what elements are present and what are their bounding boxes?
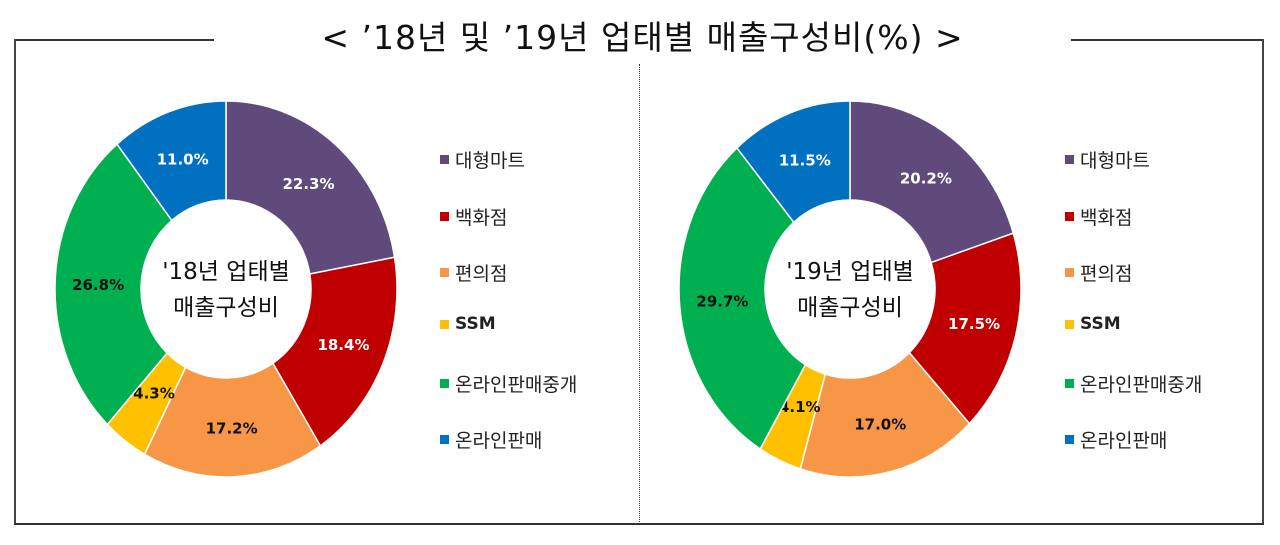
legend-swatch-icon (440, 155, 449, 164)
legend-item-ssm: SSM (1065, 314, 1121, 334)
center-title-2019-line2: 매출구성비 (797, 295, 903, 321)
page-title: < ’18년 및 ’19년 업태별 매출구성비(%) > (321, 18, 964, 57)
legend-item-online-marketplace: 온라인판매중개 (1065, 370, 1202, 397)
legend-swatch-icon (1065, 155, 1074, 164)
legend-item-hypermarket: 대형마트 (1065, 146, 1150, 173)
frame-left-line (14, 39, 16, 525)
slice-value-label: 11.5% (779, 151, 831, 169)
slice-value-label: 4.1% (779, 398, 821, 416)
donut-slice (908, 232, 1022, 425)
legend-swatch-icon (440, 435, 449, 444)
slice-value-label: 26.8% (72, 276, 124, 294)
donut-slice (116, 100, 227, 222)
donut-slice (54, 143, 173, 426)
legend-item-online-marketplace: 온라인판매중개 (440, 370, 577, 397)
donut-slice (849, 100, 1015, 264)
center-title-2019-line1: '19년 업태별 (786, 259, 914, 285)
panel-divider (639, 64, 640, 524)
legend-swatch-icon (440, 268, 449, 277)
slice-value-label: 18.4% (317, 336, 369, 354)
slice-value-label: 4.3% (133, 385, 175, 403)
slice-value-label: 22.3% (282, 175, 334, 193)
legend-swatch-icon (440, 212, 449, 221)
legend-swatch-icon (440, 379, 449, 388)
center-title-2018-line2: 매출구성비 (173, 295, 279, 321)
donut-slice (735, 100, 851, 224)
slice-value-label: 17.2% (206, 419, 258, 437)
frame-bottom-line (14, 523, 1264, 525)
slice-value-label: 17.0% (854, 416, 906, 434)
legend-swatch-icon (1065, 268, 1074, 277)
legend-item-convenience-store: 편의점 (440, 259, 507, 286)
donut-slice (271, 256, 398, 447)
legend-swatch-icon (1065, 435, 1074, 444)
legend-item-online-retail: 온라인판매 (440, 426, 542, 453)
slice-value-label: 29.7% (696, 293, 748, 311)
legend-item-convenience-store: 편의점 (1065, 259, 1132, 286)
slice-value-label: 17.5% (948, 315, 1000, 333)
donut-slice (799, 351, 971, 478)
donut-chart-2018: 22.3% 18.4% 17.2% 4.3% 26.8% 11.0% (54, 100, 398, 478)
legend-item-department-store: 백화점 (440, 203, 507, 230)
frame-top-left-line (14, 39, 214, 41)
legend-item-online-retail: 온라인판매 (1065, 426, 1167, 453)
frame-top-right-line (1071, 39, 1264, 41)
frame-right-line (1262, 39, 1264, 525)
legend-swatch-icon (440, 319, 449, 329)
legend-swatch-icon (1065, 212, 1074, 221)
legend-item-hypermarket: 대형마트 (440, 146, 525, 173)
legend-item-ssm: SSM (440, 314, 496, 334)
donut-chart-2019: 20.2% 17.5% 17.0% 4.1% 29.7% 11.5% (678, 100, 1022, 478)
legend-item-department-store: 백화점 (1065, 203, 1132, 230)
donut-slice (225, 100, 396, 275)
slice-value-label: 11.0% (157, 151, 209, 169)
legend-swatch-icon (1065, 379, 1074, 388)
slice-value-label: 20.2% (900, 169, 952, 187)
donut-slice (678, 146, 807, 451)
center-title-2018-line1: '18년 업태별 (162, 259, 290, 285)
donut-slice (143, 362, 322, 478)
legend-swatch-icon (1065, 319, 1074, 329)
